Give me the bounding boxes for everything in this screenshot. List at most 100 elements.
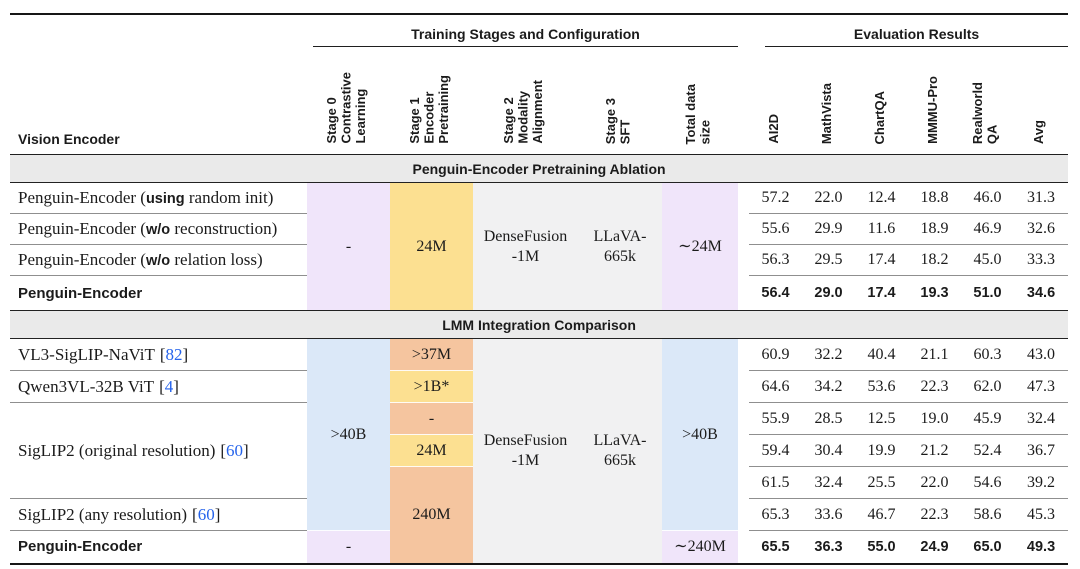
metric-cell-ai2d: 56.4 xyxy=(761,285,790,301)
stage1-cell: >37M xyxy=(390,338,473,371)
citation-link[interactable]: 4 xyxy=(159,377,179,396)
col-header-chartqa: ChartQA xyxy=(855,47,908,155)
metric-cell-avg: 32.6 xyxy=(1014,213,1069,245)
total-data-cell: >40B xyxy=(662,338,738,531)
row-label-random-init: Penguin-Encoder (using random init) xyxy=(10,182,307,214)
metric-cell-avg: 39.2 xyxy=(1014,466,1069,499)
col-header-stage2: Stage 2 Modality Alignment xyxy=(473,47,578,155)
metric-cell-realworldqa: 45.0 xyxy=(961,244,1014,276)
metric-cell-avg: 49.3 xyxy=(1026,538,1056,555)
metric-cell-realworldqa: 52.4 xyxy=(961,434,1014,467)
table-row: 240M 61.5 32.4 25.5 22.0 54.6 39.2 xyxy=(10,466,1069,563)
metric-cell-avg: 43.0 xyxy=(1014,338,1069,371)
stage0-cell: - xyxy=(307,182,390,311)
table-row: Penguin-Encoder (using random init) - 24… xyxy=(10,182,1069,311)
section-title-lmm-integration: LMM Integration Comparison xyxy=(10,310,1069,339)
table-row: Penguin-Encoder (w/o reconstruction) 55.… xyxy=(10,213,1069,245)
metric-cell-chartqa: 11.6 xyxy=(855,213,908,245)
stage0-cell: - xyxy=(307,530,390,563)
metric-cell-realworldqa: 62.0 xyxy=(961,370,1014,403)
row-label-wo-relation-loss: Penguin-Encoder (w/o relation loss) xyxy=(10,244,307,276)
col-header-avg: Avg xyxy=(1014,47,1069,155)
section-bar-row: Penguin-Encoder Pretraining Ablation xyxy=(10,154,1069,183)
metric-cell-ai2d: 60.9 xyxy=(749,338,802,371)
stage1-cell: 240M xyxy=(390,466,473,563)
metric-cell-avg: 34.6 xyxy=(1026,285,1056,301)
metric-cell-chartqa: 46.7 xyxy=(855,498,908,531)
realworldqa-header-text: Realworld QA xyxy=(970,81,1000,144)
col-header-mathvista: MathVista xyxy=(802,47,855,155)
metric-cell-avg: 47.3 xyxy=(1014,370,1069,403)
total-data-cell: ∼240M xyxy=(662,530,738,563)
label-text: relation loss) xyxy=(170,250,263,269)
col-header-stage1: Stage 1 Encoder Pretraining xyxy=(390,47,473,155)
label-text: Penguin-Encoder ( xyxy=(18,250,146,269)
row-label-wo-reconstruction: Penguin-Encoder (w/o reconstruction) xyxy=(10,213,307,245)
metric-cell-ai2d: 61.5 xyxy=(749,466,802,499)
training-group-label: Training Stages and Configuration xyxy=(313,26,738,47)
metric-cell-realworldqa: 46.9 xyxy=(961,213,1014,245)
mmmu-pro-header-text: MMMU-Pro xyxy=(924,76,940,144)
metric-cell-mmmu-pro: 21.1 xyxy=(908,338,961,371)
metric-cell-mmmu-pro: 18.2 xyxy=(908,244,961,276)
metric-cell-chartqa: 25.5 xyxy=(855,466,908,499)
metric-cell-chartqa: 12.4 xyxy=(855,182,908,214)
col-header-vision-encoder: Vision Encoder xyxy=(10,47,307,155)
label-text: Qwen3VL-32B ViT xyxy=(18,376,155,396)
stage3-cell: LLaVA- 665k xyxy=(578,182,662,311)
metric-cell-mathvista: 36.3 xyxy=(814,538,843,555)
metric-cell-ai2d: 64.6 xyxy=(749,370,802,403)
stage0-cell: >40B xyxy=(307,338,390,531)
col-header-mmmu-pro: MMMU-Pro xyxy=(908,47,961,155)
label-text: SigLIP2 (original resolution) xyxy=(18,440,216,460)
gutter xyxy=(738,339,749,563)
col-header-stage3: Stage 3 SFT xyxy=(578,47,662,155)
metric-cell-mathvista: 30.4 xyxy=(802,434,855,467)
corner-cell xyxy=(10,15,307,47)
metric-cell-mmmu-pro: 18.8 xyxy=(908,182,961,214)
table-row: SigLIP2 (any resolution)60 65.3 33.6 46.… xyxy=(10,498,1069,531)
results-table: Training Stages and Configuration Evalua… xyxy=(10,13,1069,565)
metric-cell-mmmu-pro: 22.3 xyxy=(908,498,961,531)
row-label-vl3-siglip-navit: VL3-SigLIP-NaViT 82 xyxy=(10,338,307,371)
label-bold-text: w/o xyxy=(145,222,171,238)
label-text: random init) xyxy=(184,188,274,207)
metric-cell-chartqa: 12.5 xyxy=(855,402,908,435)
metric-cell-chartqa: 40.4 xyxy=(855,338,908,371)
citation-link[interactable]: 60 xyxy=(220,441,248,460)
citation-link[interactable]: 60 xyxy=(192,505,220,524)
avg-header-text: Avg xyxy=(1031,119,1047,144)
metric-cell-ai2d: 56.3 xyxy=(749,244,802,276)
stage1-cell: 24M xyxy=(390,182,473,311)
total-data-cell: ∼24M xyxy=(662,182,738,311)
table-row: Penguin-Encoder (w/o relation loss) 56.3… xyxy=(10,244,1069,276)
row-label-penguin-encoder: Penguin-Encoder xyxy=(18,538,143,556)
table-row-highlight: Penguin-Encoder 56.4 29.0 17.4 19.3 51.0… xyxy=(10,276,1068,311)
citation-link[interactable]: 82 xyxy=(160,345,188,364)
header-gutter xyxy=(738,15,749,47)
table-row: Qwen3VL-32B ViT4 >1B* 64.6 34.2 53.6 22.… xyxy=(10,370,1069,403)
chartqa-header-text: ChartQA xyxy=(871,90,887,144)
stage1-cell: 24M xyxy=(390,434,473,467)
metric-cell-realworldqa: 65.0 xyxy=(973,538,1002,555)
metric-cell-ai2d: 65.3 xyxy=(749,498,802,531)
metric-cell-realworldqa: 46.0 xyxy=(961,182,1014,214)
row-label-qwen3vl-32b-vit: Qwen3VL-32B ViT4 xyxy=(10,370,307,403)
metric-cell-mmmu-pro: 22.3 xyxy=(908,370,961,403)
metric-cell-mathvista: 32.4 xyxy=(802,466,855,499)
metric-cell-mathvista: 28.5 xyxy=(802,402,855,435)
col-header-stage0: Stage 0 Contrastive Learning xyxy=(307,47,390,155)
row-label-siglip2-any: SigLIP2 (any resolution)60 xyxy=(10,498,307,531)
label-text: VL3-SigLIP-NaViT xyxy=(18,344,155,364)
eval-group-label: Evaluation Results xyxy=(765,26,1069,47)
stage0-header-text: Stage 0 Contrastive Learning xyxy=(324,72,369,144)
stage1-cell: >1B* xyxy=(390,370,473,403)
table-row: VL3-SigLIP-NaViT 82 >40B >37M DenseFusion… xyxy=(10,338,1069,563)
stage1-header-text: Stage 1 Encoder Pretraining xyxy=(407,75,452,144)
metric-cell-chartqa: 53.6 xyxy=(855,370,908,403)
metric-cell-realworldqa: 58.6 xyxy=(961,498,1014,531)
metric-cell-realworldqa: 54.6 xyxy=(961,466,1014,499)
gutter xyxy=(738,183,749,311)
metric-cell-avg: 36.7 xyxy=(1014,434,1069,467)
